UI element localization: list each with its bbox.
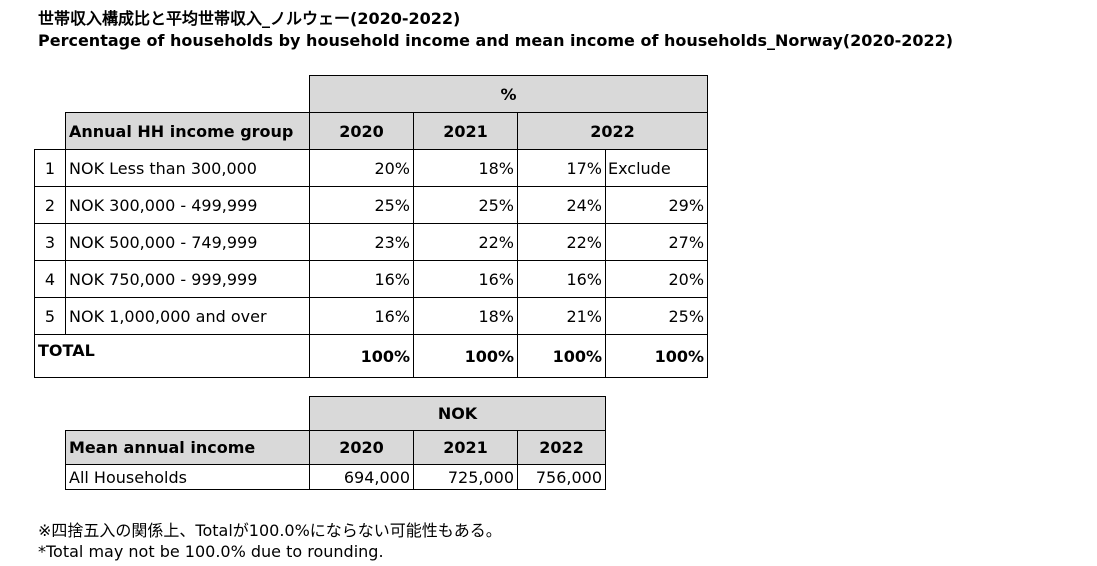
title-english: Percentage of households by household in…: [38, 31, 954, 50]
total-label: TOTAL: [34, 334, 310, 378]
table-row: All Households 694,000 725,000 756,000: [65, 464, 607, 490]
total-2022: 100%: [517, 334, 606, 378]
value-2020: 16%: [309, 297, 414, 335]
value-2020: 20%: [309, 149, 414, 187]
row-label: NOK 300,000 - 499,999: [65, 186, 310, 224]
total-2020: 100%: [309, 334, 414, 378]
row-label: All Households: [65, 464, 310, 490]
row-number: 5: [34, 297, 66, 335]
table-row: 5 NOK 1,000,000 and over 16% 18% 21% 25%: [34, 297, 709, 335]
income-group-header: Annual HH income group: [65, 112, 310, 150]
table-row: 3 NOK 500,000 - 749,999 23% 22% 22% 27%: [34, 223, 709, 261]
income-2020: 694,000: [309, 464, 414, 490]
year-header-2020: 2020: [309, 112, 414, 150]
value-2022-alt: 25%: [604, 297, 709, 335]
mean-income-header: Mean annual income: [65, 430, 310, 465]
row-label: NOK 500,000 - 749,999: [65, 223, 310, 261]
value-2021: 18%: [413, 297, 518, 335]
year-header-2021: 2021: [413, 430, 518, 465]
value-2020: 25%: [309, 186, 414, 224]
total-2022-alt: 100%: [604, 334, 709, 378]
year-header-2022: 2022: [516, 112, 709, 150]
value-2020: 16%: [309, 260, 414, 298]
value-2022-alt: 29%: [604, 186, 709, 224]
row-label: NOK 1,000,000 and over: [65, 297, 310, 335]
total-2021: 100%: [413, 334, 518, 378]
row-label: NOK 750,000 - 999,999: [65, 260, 310, 298]
income-distribution-table: % Annual HH income group 2020 2021 2022 …: [34, 75, 709, 378]
total-row: TOTAL 100% 100% 100% 100%: [34, 334, 709, 378]
year-header-2021: 2021: [413, 112, 518, 150]
unit-header: %: [308, 75, 709, 113]
row-number: 4: [34, 260, 66, 298]
value-2022-alt: 20%: [604, 260, 709, 298]
table-row: 1 NOK Less than 300,000 20% 18% 17% Excl…: [34, 149, 709, 187]
value-2022: 24%: [517, 186, 606, 224]
table-row: 2 NOK 300,000 - 499,999 25% 25% 24% 29%: [34, 186, 709, 224]
value-2021: 16%: [413, 260, 518, 298]
value-2020: 23%: [309, 223, 414, 261]
row-number: 2: [34, 186, 66, 224]
value-2022: 22%: [517, 223, 606, 261]
value-2022: 17%: [517, 149, 606, 187]
mean-income-table: NOK Mean annual income 2020 2021 2022 Al…: [65, 396, 607, 490]
value-2021: 25%: [413, 186, 518, 224]
value-2022-alt: Exclude: [604, 149, 709, 187]
title-japanese: 世帯収入構成比と平均世帯収入_ノルウェー(2020-2022): [38, 9, 461, 28]
row-number: 1: [34, 149, 66, 187]
income-2021: 725,000: [413, 464, 518, 490]
currency-header: NOK: [308, 396, 607, 431]
year-header-2020: 2020: [309, 430, 414, 465]
year-header-2022: 2022: [516, 430, 607, 465]
table-row: 4 NOK 750,000 - 999,999 16% 16% 16% 20%: [34, 260, 709, 298]
value-2021: 22%: [413, 223, 518, 261]
footnote-japanese: ※四捨五入の関係上、Totalが100.0%にならない可能性もある。: [38, 521, 502, 540]
value-2022: 16%: [517, 260, 606, 298]
value-2022-alt: 27%: [604, 223, 709, 261]
value-2021: 18%: [413, 149, 518, 187]
row-number: 3: [34, 223, 66, 261]
value-2022: 21%: [517, 297, 606, 335]
row-label: NOK Less than 300,000: [65, 149, 310, 187]
income-2022: 756,000: [516, 464, 607, 490]
footnote-english: *Total may not be 100.0% due to rounding…: [38, 542, 384, 561]
